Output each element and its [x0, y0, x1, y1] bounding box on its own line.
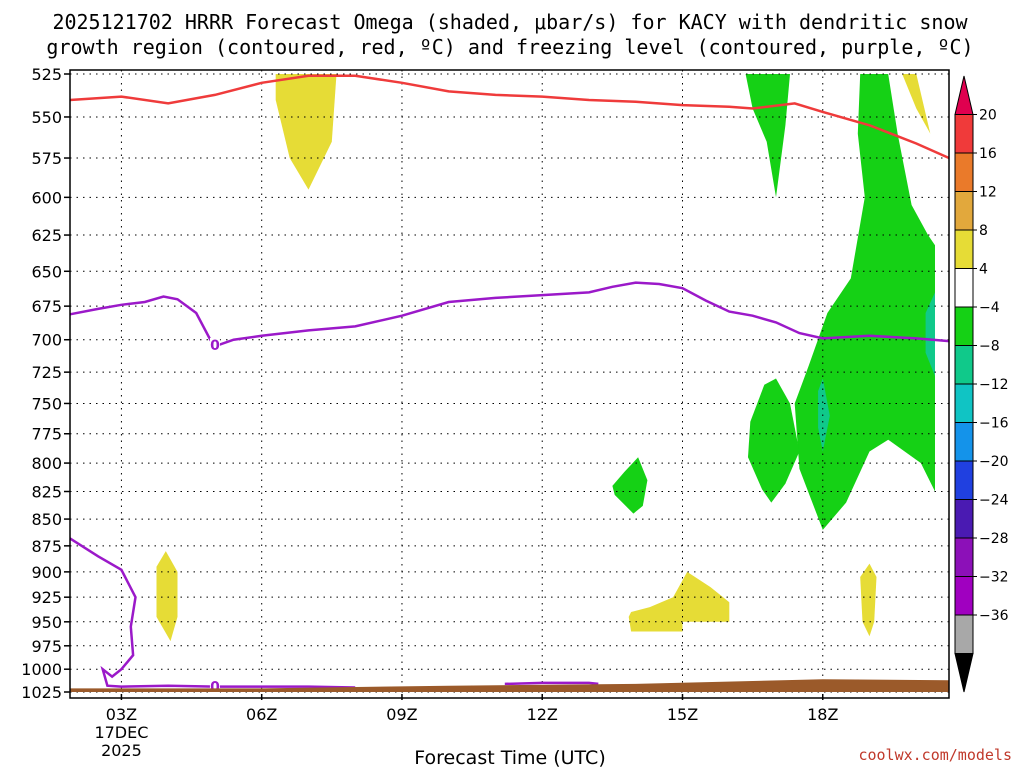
y-tick-label-875: 875: [31, 537, 62, 556]
omega-neg-center-16z: [748, 378, 800, 503]
colorbar-segment-14: [954, 614, 974, 654]
colorbar-label-11: −28: [979, 531, 1009, 547]
plot-frame: [69, 69, 950, 699]
y-tick-label-800: 800: [31, 454, 62, 473]
y-tick-label-975: 975: [31, 637, 62, 656]
dgz-contour-line: [69, 74, 950, 160]
colorbar-segment-8: [954, 383, 974, 423]
colorbar-segment-2: [954, 152, 974, 192]
colorbar-segment-4: [954, 229, 974, 269]
freezing-level-segment-12z: [504, 681, 599, 686]
colorbar-label-1: 16: [979, 146, 997, 162]
colorbar-label-3: 8: [979, 223, 988, 239]
colorbar-label-13: −36: [979, 608, 1009, 624]
omega-neg-main: [794, 74, 935, 530]
y-tick-label-600: 600: [31, 188, 62, 207]
y-tick-label-625: 625: [31, 226, 62, 245]
y-tick-label-900: 900: [31, 563, 62, 582]
colorbar-label-8: −16: [979, 416, 1009, 432]
colorbar-arrow-bottom: [954, 653, 974, 693]
y-tick-label-650: 650: [31, 262, 62, 281]
colorbar-label-5: −4: [979, 300, 1000, 316]
colorbar-segment-1: [954, 114, 974, 154]
colorbar-segment-11: [954, 499, 974, 539]
y-tick-label-550: 550: [31, 108, 62, 127]
x-tick-label-03Z: 03Z: [106, 705, 137, 724]
omega-neg-small-14z: [612, 457, 648, 514]
y-tick-label-775: 775: [31, 425, 62, 444]
colorbar-segment-3: [954, 191, 974, 231]
colorbar-segment-7: [954, 345, 974, 385]
freezing-level-lower-line: [69, 537, 356, 689]
credit-link[interactable]: coolwx.com/models: [858, 746, 1012, 764]
colorbar-segment-12: [954, 537, 974, 577]
freezing-level-upper-line: [69, 281, 950, 348]
colorbar-segment-9: [954, 422, 974, 462]
y-tick-label-1000: 1000: [21, 660, 62, 679]
terrain-layer: [70, 679, 949, 692]
y-tick-label-750: 750: [31, 394, 62, 413]
y-tick-label-1025: 1025: [21, 683, 62, 702]
x-tick-year: 2025: [101, 741, 142, 760]
omega-pos-low-19z: [860, 563, 877, 637]
omega-pos-upper-06z: [275, 74, 337, 190]
y-tick-label-825: 825: [31, 482, 62, 501]
omega-shaded-regions: [156, 74, 935, 642]
x-tick-date: 17DEC: [94, 723, 148, 742]
gridlines: [70, 70, 949, 698]
y-tick-label-575: 575: [31, 149, 62, 168]
colorbar-label-6: −8: [979, 339, 1000, 355]
contour-lines: 00: [69, 74, 950, 696]
omega-neg8-18z: [818, 378, 830, 452]
x-tick-label-15Z: 15Z: [667, 705, 698, 724]
y-tick-label-850: 850: [31, 510, 62, 529]
chart-title-line2: growth region (contoured, red, ºC) and f…: [46, 35, 973, 59]
terrain-fill: [70, 679, 949, 692]
colorbar-label-4: 4: [979, 262, 988, 278]
y-tick-label-950: 950: [31, 613, 62, 632]
x-tick-label-12Z: 12Z: [527, 705, 558, 724]
colorbar-label-2: 12: [979, 185, 997, 201]
omega-neg8-right: [925, 292, 935, 376]
y-tick-label-725: 725: [31, 363, 62, 382]
y-tick-label-700: 700: [31, 331, 62, 350]
y-tick-label-925: 925: [31, 588, 62, 607]
freezing-level-label-1: 0: [210, 680, 220, 696]
colorbar-label-9: −20: [979, 454, 1009, 470]
colorbar-label-10: −24: [979, 493, 1009, 509]
colorbar-segment-10: [954, 460, 974, 500]
y-axis-ticks: 525 550 575 600 625 650 675 700 725 750 775 800 825 8…: [21, 65, 70, 702]
x-axis-label: Forecast Time (UTC): [414, 747, 605, 768]
colorbar-segment-5: [954, 268, 974, 308]
colorbar-segment-13: [954, 576, 974, 616]
x-tick-label-18Z: 18Z: [807, 705, 838, 724]
omega-pos-lowleft: [156, 551, 178, 642]
colorbar-label-7: −12: [979, 377, 1009, 393]
y-tick-label-525: 525: [31, 65, 62, 84]
freezing-label-bg: [209, 337, 220, 352]
colorbar-segment-6: [954, 306, 974, 346]
colorbar-label-12: −32: [979, 570, 1009, 586]
colorbar-label-0: 20: [979, 108, 997, 124]
chart-title-line1: 2025121702 HRRR Forecast Omega (shaded, …: [52, 10, 968, 34]
omega-pos-topright: [902, 74, 931, 134]
freezing-level-label-0: 0: [210, 338, 220, 354]
omega-pos-low-15z: [628, 571, 730, 632]
x-tick-label-09Z: 09Z: [386, 705, 417, 724]
colorbar: 20 16 12 8 4 −4 −8 −12 −16 −20 −24 −28 −32 −36: [954, 75, 1009, 693]
y-tick-label-675: 675: [31, 297, 62, 316]
freezing-label-bg: [209, 679, 220, 694]
x-tick-label-06Z: 06Z: [246, 705, 277, 724]
